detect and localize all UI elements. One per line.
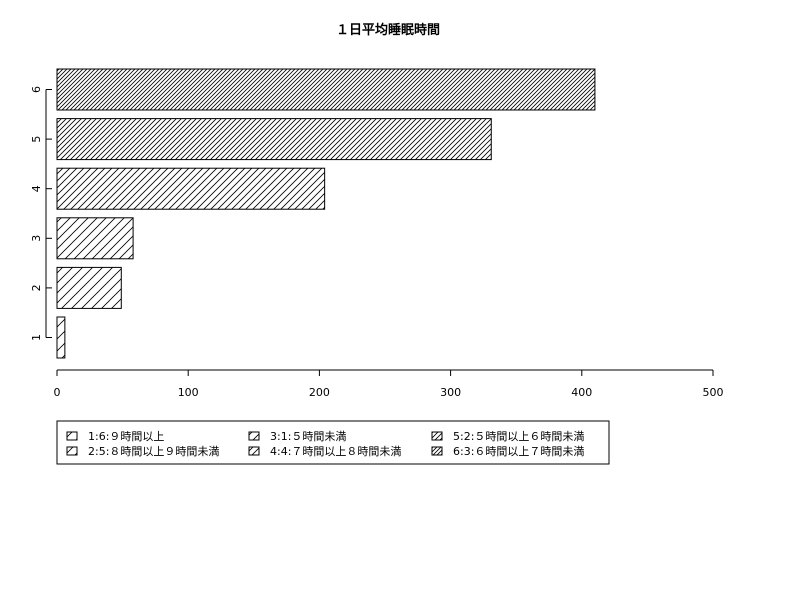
y-tick-label: 2 <box>30 284 43 291</box>
bar-3 <box>56 217 134 260</box>
legend-entry: 4:4:７時間以上８時間未満 <box>270 445 401 458</box>
legend-swatch <box>431 446 443 456</box>
y-axis: 1 2 3 4 5 6 <box>30 86 52 341</box>
x-tick-label: 300 <box>440 386 461 399</box>
bar-2 <box>56 266 122 309</box>
x-tick-label: 100 <box>178 386 199 399</box>
y-tick-label: 1 <box>30 334 43 341</box>
bars <box>56 68 596 359</box>
legend-entry: 1:6:９時間以上 <box>88 430 164 443</box>
legend-entry: 6:3:６時間以上７時間未満 <box>453 445 584 458</box>
x-tick-label: 0 <box>54 386 61 399</box>
legend-swatch <box>431 431 443 441</box>
chart-title: １日平均睡眠時間 <box>336 22 440 38</box>
bar-1 <box>56 316 66 359</box>
legend-entry: 5:2:５時間以上６時間未満 <box>453 430 584 443</box>
x-axis: 0 100 200 300 400 500 <box>54 369 724 399</box>
bar-5 <box>56 118 492 161</box>
legend-entry: 2:5:８時間以上９時間未満 <box>88 445 219 458</box>
legend-swatch <box>66 446 78 456</box>
legend: 1:6:９時間以上 2:5:８時間以上９時間未満 3:1:５時間未満 4:4:７時間以… <box>56 420 610 465</box>
bar-6 <box>56 68 596 111</box>
y-tick-label: 3 <box>30 235 43 242</box>
legend-swatch <box>248 446 260 456</box>
x-tick-label: 500 <box>703 386 724 399</box>
y-tick-label: 4 <box>30 185 43 192</box>
legend-swatch <box>248 431 260 441</box>
bar-4 <box>56 167 326 210</box>
legend-box <box>56 420 610 465</box>
x-tick-label: 400 <box>571 386 592 399</box>
legend-swatch <box>66 431 78 441</box>
y-tick-label: 6 <box>30 86 43 93</box>
y-tick-label: 5 <box>30 136 43 143</box>
x-tick-label: 200 <box>309 386 330 399</box>
legend-entry: 3:1:５時間未満 <box>270 430 346 443</box>
